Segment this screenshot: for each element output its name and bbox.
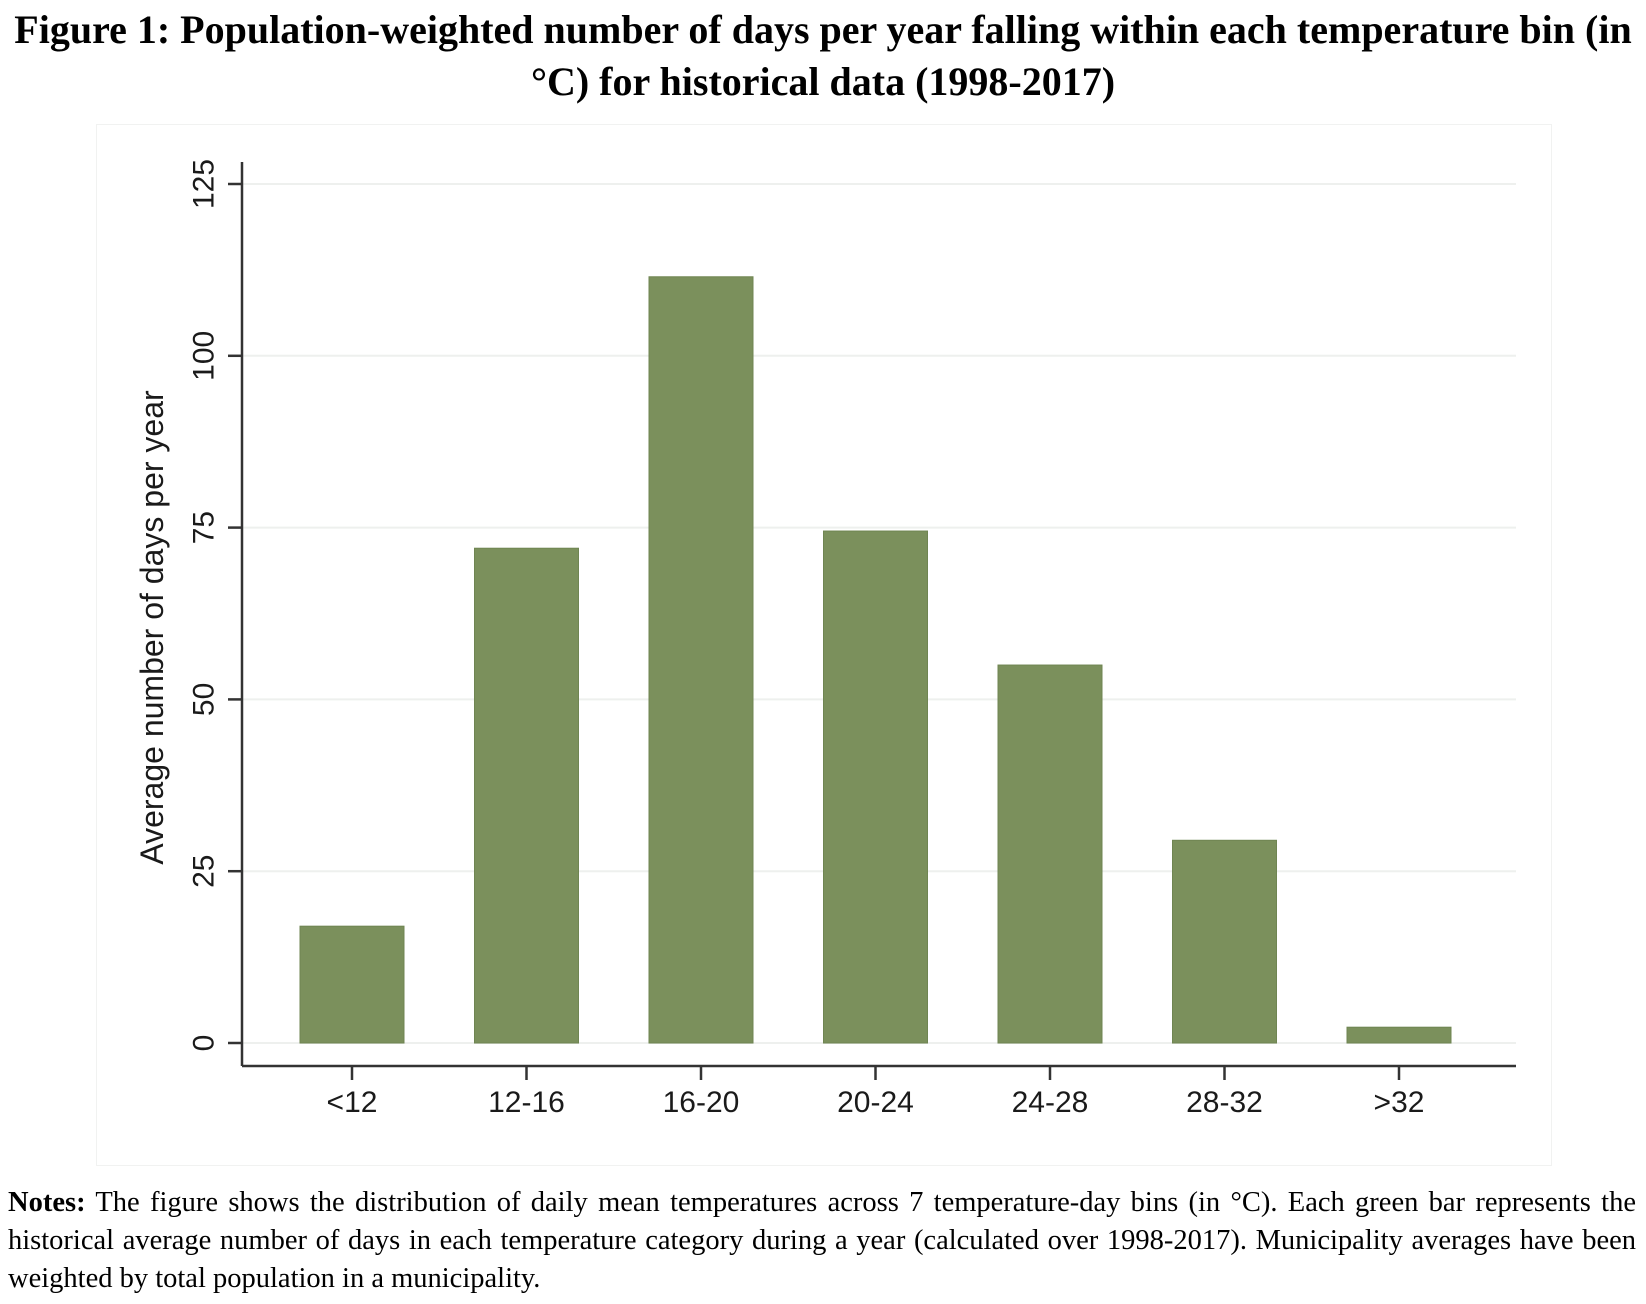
bar-3 — [823, 530, 928, 1044]
x-tick-label: 16-20 — [663, 1086, 740, 1119]
bar-0 — [299, 925, 405, 1044]
axes — [240, 162, 1516, 1068]
y-axis-ticks: 0 25 50 75 100 125 — [188, 159, 242, 1052]
notes-label: Notes: — [8, 1187, 86, 1218]
y-tick-label: 100 — [188, 331, 221, 381]
x-tick-label: <12 — [327, 1086, 378, 1119]
notes-text: The figure shows the distribution of dai… — [8, 1187, 1636, 1294]
bar-chart: 0 25 50 75 100 125 <12 12-16 16-20 20-24 24-28 28-… — [134, 159, 1516, 1119]
x-tick-label: 12-16 — [488, 1086, 565, 1119]
figure-title: Figure 1: Population-weighted number of … — [14, 7, 1632, 104]
figure-notes: Notes: The figure shows the distribution… — [8, 1184, 1636, 1298]
bars — [299, 276, 1452, 1044]
y-axis-title: Average number of days per year — [134, 390, 170, 865]
y-tick-label: 50 — [188, 683, 221, 716]
y-tick-label: 0 — [188, 1035, 221, 1052]
y-tick-label: 25 — [188, 855, 221, 888]
y-tick-label: 75 — [188, 511, 221, 544]
x-tick-label: 28-32 — [1186, 1086, 1263, 1119]
x-tick-label: 24-28 — [1012, 1086, 1089, 1119]
bar-6 — [1346, 1026, 1452, 1044]
bar-4 — [997, 664, 1103, 1044]
x-axis-ticks: <12 12-16 16-20 20-24 24-28 28-32 >32 — [327, 1066, 1425, 1119]
y-tick-label: 125 — [188, 159, 221, 209]
x-tick-label: >32 — [1374, 1086, 1425, 1119]
bar-2 — [648, 276, 754, 1044]
x-tick-label: 20-24 — [837, 1086, 914, 1119]
bar-1 — [474, 547, 579, 1044]
bar-5 — [1172, 839, 1277, 1044]
